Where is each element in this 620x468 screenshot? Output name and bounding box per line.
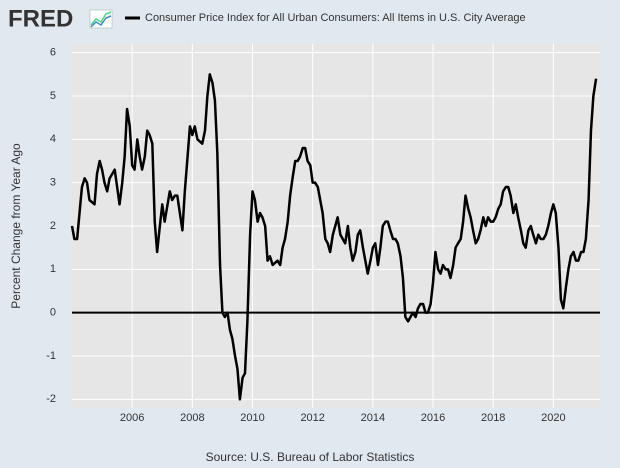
x-tick-label: 2006 bbox=[120, 412, 144, 424]
source-note: Source: U.S. Bureau of Labor Statistics bbox=[206, 450, 415, 464]
x-tick-label: 2014 bbox=[361, 412, 385, 424]
logo: FRED bbox=[8, 5, 73, 32]
x-tick-label: 2020 bbox=[541, 412, 565, 424]
y-tick-label: 1 bbox=[50, 263, 56, 275]
y-tick-label: 2 bbox=[50, 220, 56, 232]
y-tick-label: 6 bbox=[50, 47, 56, 59]
x-tick-label: 2008 bbox=[180, 412, 204, 424]
series-line bbox=[70, 73, 598, 401]
y-tick-label: 3 bbox=[50, 177, 56, 189]
y-tick-label: -1 bbox=[46, 350, 56, 362]
x-tick-label: 2012 bbox=[300, 412, 324, 424]
y-tick-label: -2 bbox=[46, 393, 56, 405]
y-tick-label: 5 bbox=[50, 90, 56, 102]
logo-icon bbox=[89, 9, 113, 29]
y-tick-label: 4 bbox=[50, 133, 56, 145]
y-axis-title: Percent Change from Year Ago bbox=[9, 143, 23, 309]
y-tick-label: 0 bbox=[50, 307, 56, 319]
x-tick-label: 2016 bbox=[421, 412, 445, 424]
x-tick-label: 2010 bbox=[240, 412, 264, 424]
legend-label: Consumer Price Index for All Urban Consu… bbox=[145, 12, 526, 24]
x-tick-label: 2018 bbox=[481, 412, 505, 424]
